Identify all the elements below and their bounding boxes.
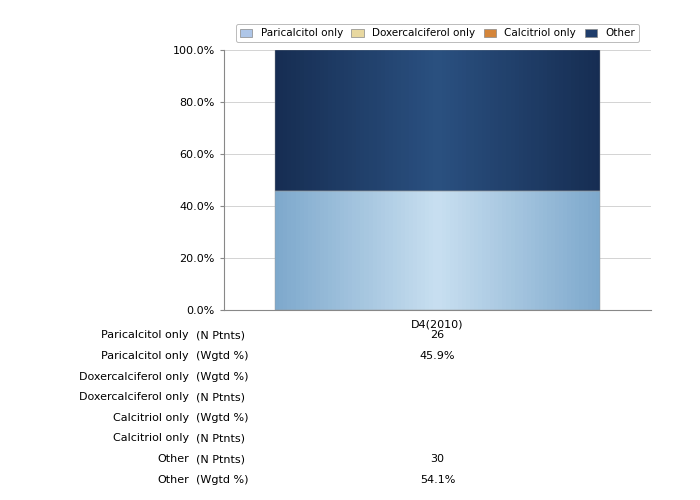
Text: (Wgtd %): (Wgtd %) xyxy=(196,372,248,382)
Text: Doxercalciferol only: Doxercalciferol only xyxy=(79,392,189,402)
Text: (Wgtd %): (Wgtd %) xyxy=(196,413,248,423)
Text: Calcitriol only: Calcitriol only xyxy=(113,413,189,423)
Text: (N Ptnts): (N Ptnts) xyxy=(196,392,245,402)
Text: 54.1%: 54.1% xyxy=(420,474,455,484)
Text: Doxercalciferol only: Doxercalciferol only xyxy=(79,372,189,382)
Text: Other: Other xyxy=(158,474,189,484)
Text: 45.9%: 45.9% xyxy=(420,351,455,361)
Text: (Wgtd %): (Wgtd %) xyxy=(196,351,248,361)
Text: (N Ptnts): (N Ptnts) xyxy=(196,330,245,340)
Text: 30: 30 xyxy=(430,454,444,464)
Text: Calcitriol only: Calcitriol only xyxy=(113,434,189,444)
Text: Paricalcitol only: Paricalcitol only xyxy=(102,330,189,340)
Text: (N Ptnts): (N Ptnts) xyxy=(196,454,245,464)
Text: 26: 26 xyxy=(430,330,444,340)
Text: (N Ptnts): (N Ptnts) xyxy=(196,434,245,444)
Bar xyxy=(275,50,600,190)
Text: Other: Other xyxy=(158,454,189,464)
Legend: Paricalcitol only, Doxercalciferol only, Calcitriol only, Other: Paricalcitol only, Doxercalciferol only,… xyxy=(236,24,639,42)
Bar xyxy=(275,190,600,310)
Text: (Wgtd %): (Wgtd %) xyxy=(196,474,248,484)
Text: Paricalcitol only: Paricalcitol only xyxy=(102,351,189,361)
